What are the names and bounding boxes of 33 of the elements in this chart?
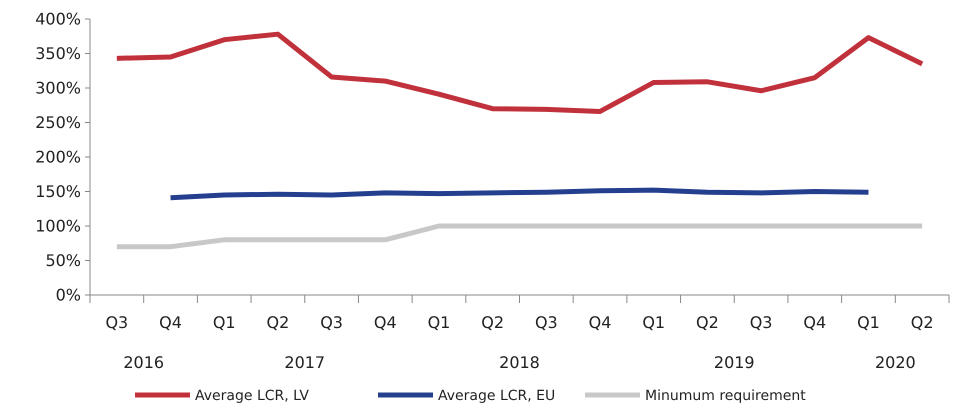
x-tick-label: Q1 <box>428 313 450 332</box>
x-tick-label: Q2 <box>266 313 290 332</box>
x-tick-label: Q3 <box>320 313 343 332</box>
y-tick-label: 300% <box>35 78 81 98</box>
text: 2016 <box>123 353 164 372</box>
y-tick-label: 200% <box>35 148 81 167</box>
x-tick-label: Q2 <box>696 313 719 332</box>
y-tick-label: 100% <box>35 216 81 236</box>
x-tick-label: Q4 <box>374 313 397 332</box>
x-tick-label: Q1 <box>642 313 666 332</box>
y-tick-label: 0% <box>56 286 81 305</box>
y-tick-label: 50% <box>45 251 81 270</box>
x-tick-label: Q3 <box>105 313 128 332</box>
legend-label: Average LCR, LV <box>195 388 310 404</box>
y-tick-label: 400% <box>35 10 81 29</box>
text: 2019 <box>714 353 755 372</box>
x-tick-label: Q4 <box>159 313 182 332</box>
text: 2020 <box>874 353 916 372</box>
y-tick-label: 350% <box>35 44 81 64</box>
x-tick-label: Q3 <box>534 313 558 332</box>
x-tick-label: Q2 <box>481 313 504 332</box>
y-tick-label: 150% <box>35 182 81 202</box>
x-tick-label: Q1 <box>857 313 880 332</box>
text: 2017 <box>284 353 326 372</box>
y-tick-label: 250% <box>35 113 81 132</box>
x-tick-label: Q4 <box>803 313 826 332</box>
x-tick-label: Q2 <box>910 313 934 332</box>
text: 2018 <box>499 353 540 372</box>
x-tick-label: Q1 <box>212 313 236 332</box>
legend-label: Average LCR, EU <box>438 388 556 404</box>
legend-label: Minumum requirement <box>645 388 806 404</box>
x-tick-label: Q4 <box>588 313 612 332</box>
x-tick-label: Q3 <box>750 313 772 332</box>
